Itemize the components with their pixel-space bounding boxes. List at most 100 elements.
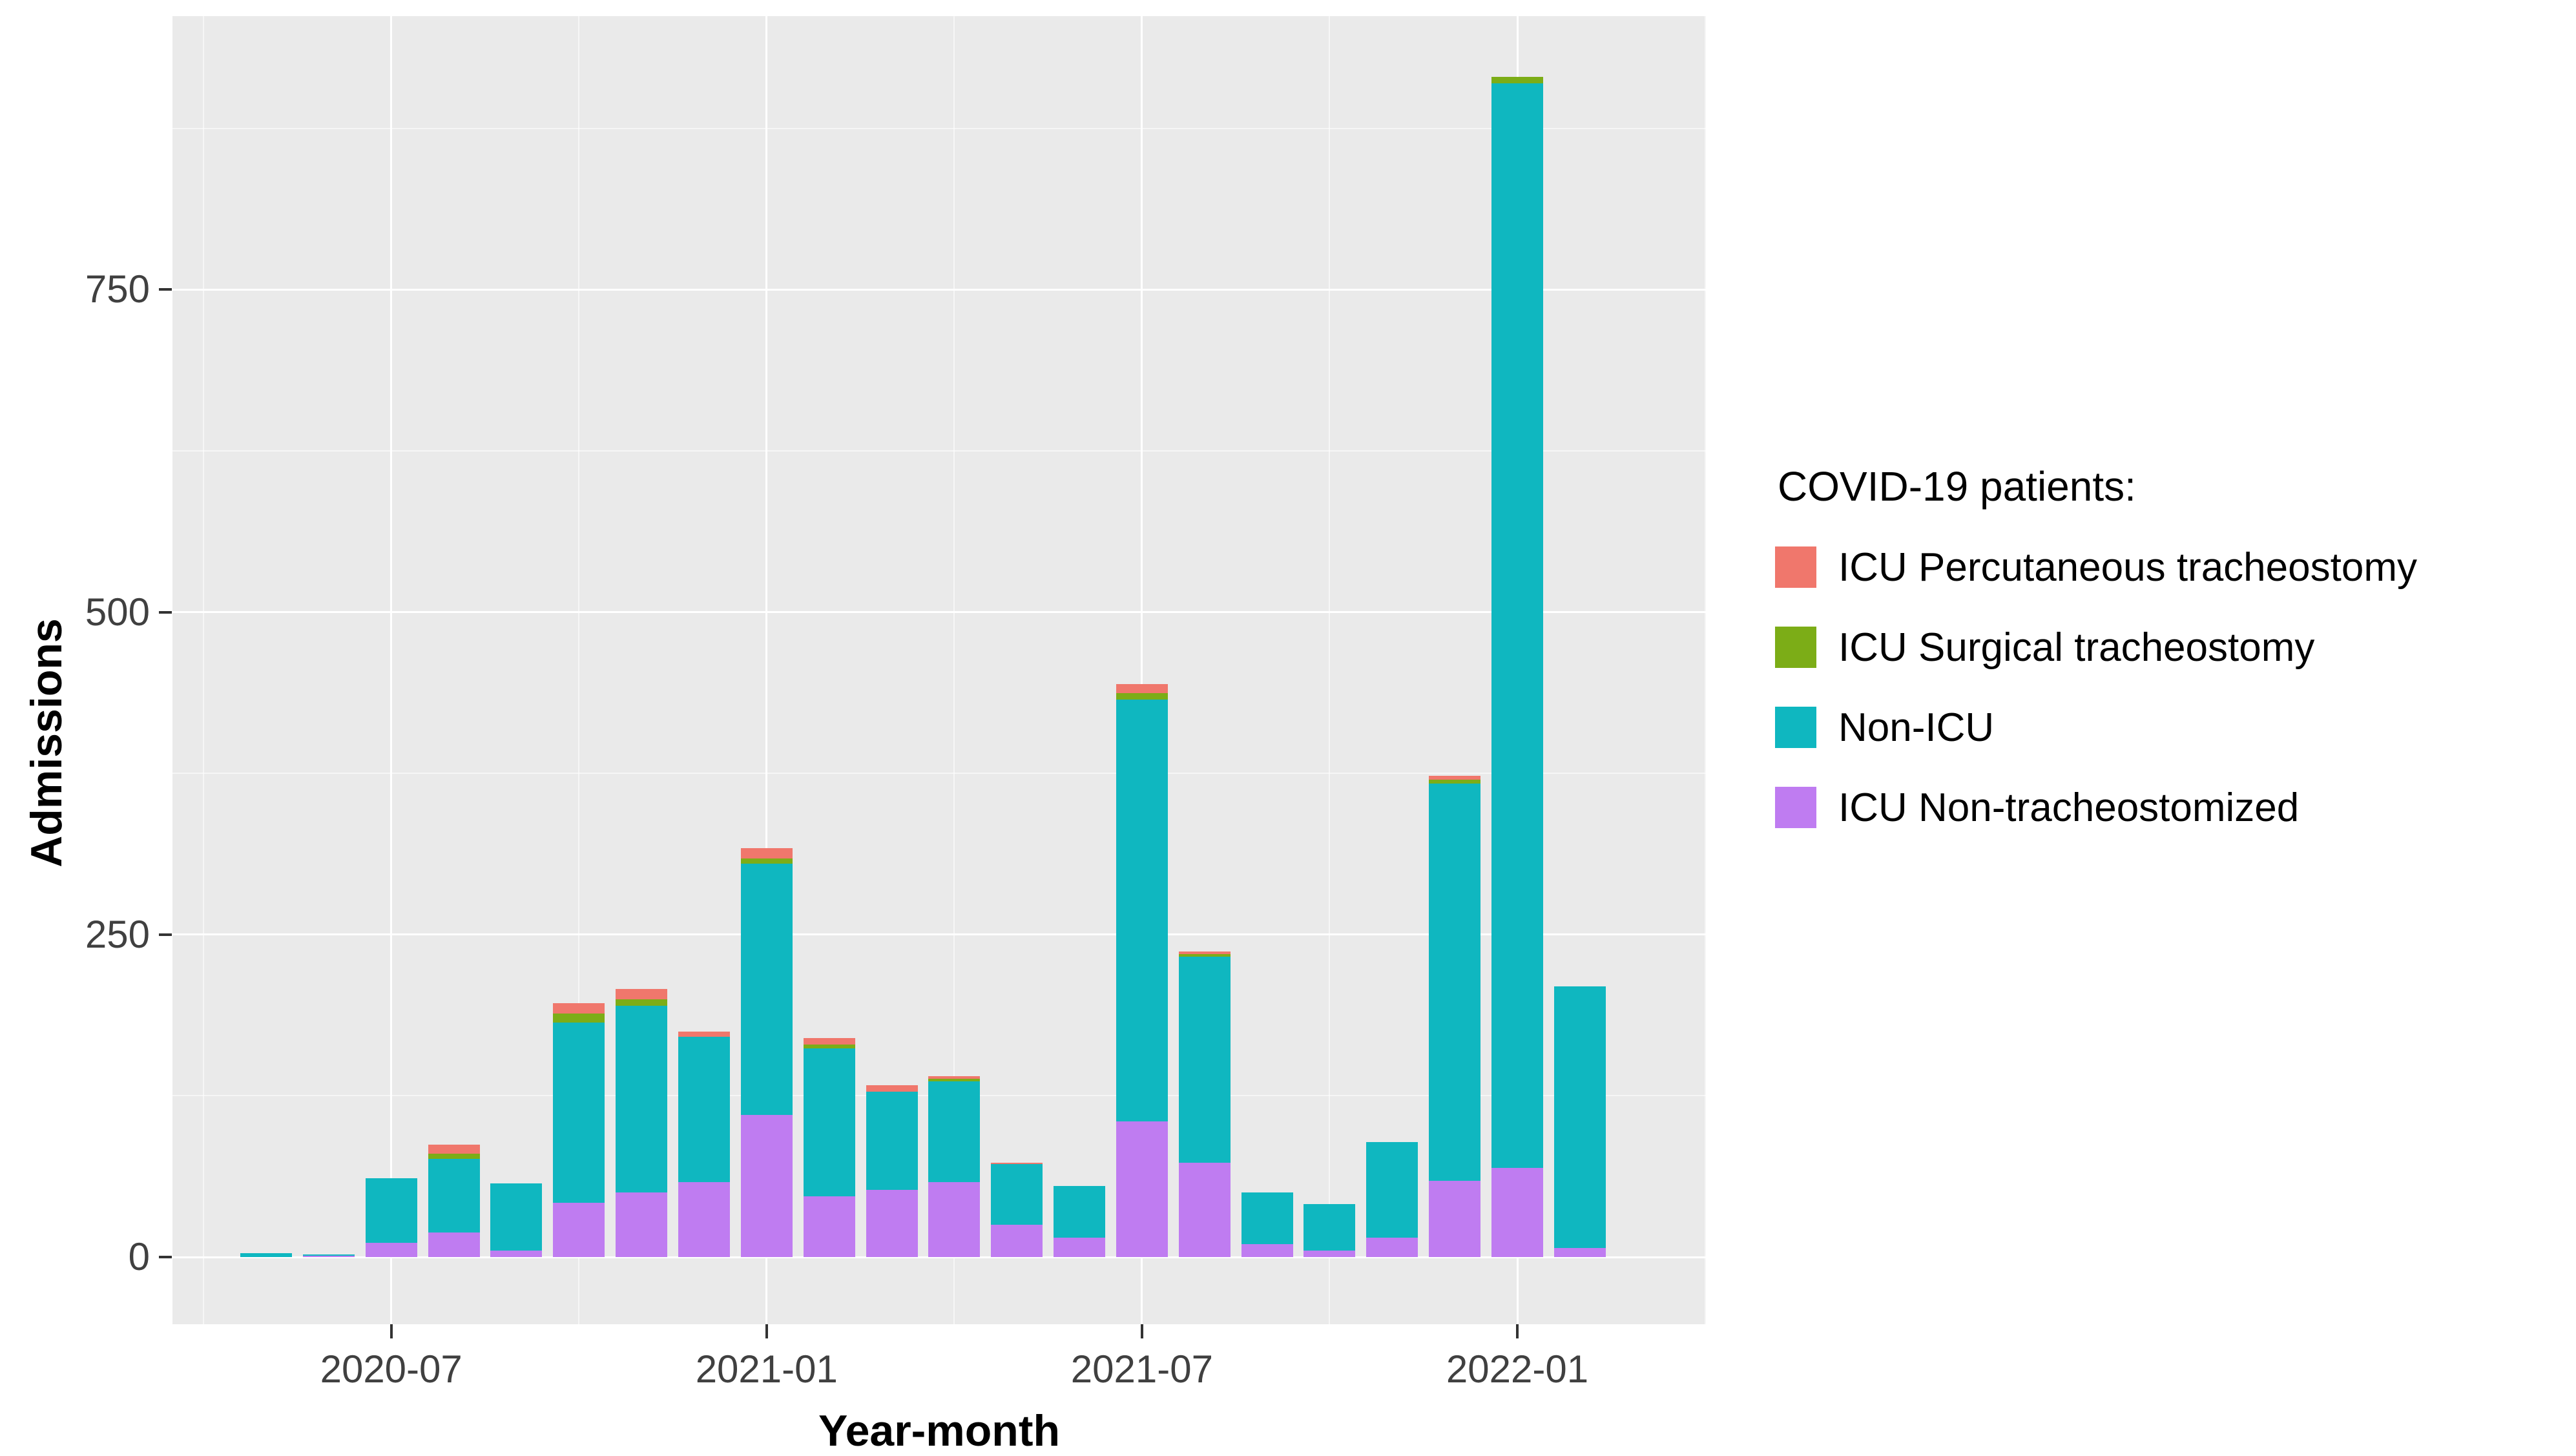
bar-segment-2020-09-non-icu bbox=[490, 1183, 543, 1251]
legend-swatch bbox=[1775, 707, 1816, 748]
bar-segment-2020-12-icu-percutaneous-tracheostomy bbox=[678, 1031, 730, 1037]
bar-segment-2021-06-icu-non-tracheostomized bbox=[1054, 1238, 1105, 1257]
bar-segment-2020-09-icu-non-tracheostomized bbox=[490, 1251, 543, 1257]
bar-segment-2020-06-icu-non-tracheostomized bbox=[302, 1256, 355, 1257]
gridline-major-y-250 bbox=[172, 933, 1706, 936]
bar-segment-2020-10-icu-non-tracheostomized bbox=[553, 1203, 605, 1257]
bar-segment-2021-07-icu-surgical-tracheostomy bbox=[1116, 693, 1168, 700]
gridline-minor-y-875 bbox=[172, 127, 1706, 129]
legend-label: ICU Percutaneous tracheostomy bbox=[1838, 545, 2417, 590]
bar-segment-2020-08-non-icu bbox=[428, 1159, 480, 1232]
gridline-major-y-500 bbox=[172, 611, 1706, 613]
legend-label: Non-ICU bbox=[1838, 705, 1995, 750]
bar-segment-2020-10-icu-percutaneous-tracheostomy bbox=[553, 1003, 605, 1014]
bar-segment-2021-05-icu-percutaneous-tracheostomy bbox=[991, 1163, 1043, 1165]
bar-segment-2021-01-icu-surgical-tracheostomy bbox=[740, 858, 793, 864]
legend-title: COVID-19 patients: bbox=[1778, 463, 2136, 510]
x-axis-title: Year-month bbox=[818, 1406, 1061, 1455]
bar-segment-2022-02-icu-non-tracheostomized bbox=[1553, 1248, 1606, 1257]
bar-segment-2021-08-non-icu bbox=[1178, 956, 1231, 1163]
y-tick-label-0: 0 bbox=[128, 1235, 150, 1278]
x-tick-label-2021-07: 2021-07 bbox=[1070, 1347, 1213, 1391]
y-tick-label-750: 750 bbox=[85, 267, 150, 311]
legend-swatch bbox=[1775, 787, 1816, 828]
bar-segment-2021-12-icu-non-tracheostomized bbox=[1429, 1181, 1481, 1257]
bar-segment-2021-11-icu-non-tracheostomized bbox=[1366, 1238, 1418, 1257]
bar-segment-2021-01-non-icu bbox=[740, 863, 793, 1116]
bar-segment-2020-05-non-icu bbox=[240, 1253, 292, 1257]
bar-segment-2021-05-non-icu bbox=[991, 1164, 1043, 1225]
bar-segment-2021-09-non-icu bbox=[1241, 1192, 1293, 1245]
bar-segment-2020-11-icu-surgical-tracheostomy bbox=[616, 999, 668, 1006]
bar-segment-2020-12-icu-non-tracheostomized bbox=[678, 1182, 730, 1257]
bar-segment-2020-11-non-icu bbox=[616, 1005, 668, 1193]
legend-item-icu-non-tracheostomized: ICU Non-tracheostomized bbox=[1775, 785, 2576, 830]
gridline-minor-x-17 bbox=[1329, 16, 1331, 1324]
bar-segment-2020-11-icu-non-tracheostomized bbox=[616, 1192, 668, 1258]
bar-segment-2021-03-icu-non-tracheostomized bbox=[866, 1190, 918, 1257]
bar-segment-2020-07-icu-non-tracheostomized bbox=[365, 1243, 417, 1257]
bar-segment-2021-12-icu-percutaneous-tracheostomy bbox=[1429, 776, 1481, 780]
bar-segment-2021-10-non-icu bbox=[1304, 1204, 1356, 1251]
legend-item-icu-surgical-tracheostomy: ICU Surgical tracheostomy bbox=[1775, 625, 2576, 670]
bar-segment-2021-02-non-icu bbox=[803, 1048, 855, 1197]
y-tick-750 bbox=[159, 288, 172, 291]
bar-segment-2021-04-icu-non-tracheostomized bbox=[928, 1182, 981, 1257]
gridline-major-x-2021-07 bbox=[1141, 16, 1143, 1324]
bar-segment-2021-09-icu-non-tracheostomized bbox=[1241, 1244, 1293, 1257]
x-tick-2022-01 bbox=[1516, 1324, 1519, 1338]
plot-panel bbox=[172, 16, 1706, 1324]
gridline-major-x-2020-07 bbox=[390, 16, 393, 1324]
bar-segment-2022-01-non-icu bbox=[1491, 83, 1543, 1169]
bar-segment-2020-08-icu-percutaneous-tracheostomy bbox=[428, 1145, 480, 1154]
bar-segment-2021-04-non-icu bbox=[928, 1081, 981, 1183]
bar-segment-2020-12-non-icu bbox=[678, 1036, 730, 1183]
legend-swatch bbox=[1775, 627, 1816, 668]
y-axis-title: Admissions bbox=[22, 618, 71, 868]
x-tick-label-2021-01: 2021-01 bbox=[695, 1347, 838, 1391]
y-tick-500 bbox=[159, 610, 172, 614]
gridline-major-x-2021-01 bbox=[765, 16, 768, 1324]
bar-segment-2021-01-icu-non-tracheostomized bbox=[740, 1115, 793, 1257]
bar-segment-2020-08-icu-non-tracheostomized bbox=[428, 1232, 480, 1257]
bar-segment-2021-06-non-icu bbox=[1054, 1186, 1105, 1238]
legend-item-icu-percutaneous-tracheostomy: ICU Percutaneous tracheostomy bbox=[1775, 545, 2576, 590]
bar-segment-2020-07-non-icu bbox=[365, 1178, 417, 1243]
legend-label: ICU Surgical tracheostomy bbox=[1838, 625, 2315, 670]
bar-segment-2021-12-non-icu bbox=[1429, 784, 1481, 1181]
bar-segment-2021-02-icu-percutaneous-tracheostomy bbox=[803, 1037, 855, 1045]
bar-segment-2021-02-icu-non-tracheostomized bbox=[803, 1196, 855, 1257]
gridline-minor-x-23 bbox=[1704, 16, 1706, 1324]
gridline-minor-x-5 bbox=[578, 16, 580, 1324]
bar-segment-2021-08-icu-non-tracheostomized bbox=[1178, 1163, 1231, 1257]
y-tick-label-250: 250 bbox=[85, 912, 150, 956]
y-tick-label-500: 500 bbox=[85, 590, 150, 634]
x-tick-2020-07 bbox=[390, 1324, 393, 1338]
bar-segment-2022-01-icu-surgical-tracheostomy bbox=[1491, 76, 1543, 83]
bar-segment-2020-06-non-icu bbox=[302, 1254, 355, 1256]
bar-segment-2022-02-non-icu bbox=[1553, 986, 1606, 1248]
bar-segment-2021-04-icu-surgical-tracheostomy bbox=[928, 1079, 981, 1082]
y-tick-250 bbox=[159, 933, 172, 936]
legend-rows: ICU Percutaneous tracheostomy ICU Surgica… bbox=[1775, 545, 2576, 830]
x-tick-label-2022-01: 2022-01 bbox=[1446, 1347, 1589, 1391]
bar-segment-2021-03-icu-percutaneous-tracheostomy bbox=[866, 1085, 918, 1092]
bar-segment-2021-08-icu-surgical-tracheostomy bbox=[1178, 953, 1231, 957]
gridline-minor-y-625 bbox=[172, 450, 1706, 452]
bar-segment-2021-11-non-icu bbox=[1366, 1142, 1418, 1238]
gridline-major-y-750 bbox=[172, 288, 1706, 291]
x-tick-2021-07 bbox=[1140, 1324, 1143, 1338]
bar-segment-2021-02-icu-surgical-tracheostomy bbox=[803, 1044, 855, 1048]
bar-segment-2022-01-icu-non-tracheostomized bbox=[1491, 1168, 1543, 1257]
bar-segment-2020-10-non-icu bbox=[553, 1022, 605, 1203]
gridline-minor-x-11 bbox=[953, 16, 955, 1324]
bar-segment-2021-07-icu-non-tracheostomized bbox=[1116, 1121, 1168, 1257]
x-tick-2021-01 bbox=[765, 1324, 768, 1338]
bar-segment-2021-12-icu-surgical-tracheostomy bbox=[1429, 780, 1481, 784]
legend-item-non-icu: Non-ICU bbox=[1775, 705, 2576, 750]
bar-segment-2020-11-icu-percutaneous-tracheostomy bbox=[616, 988, 668, 999]
gridline-major-y-0 bbox=[172, 1256, 1706, 1258]
bar-segment-2021-01-icu-percutaneous-tracheostomy bbox=[740, 848, 793, 858]
bar-segment-2021-08-icu-percutaneous-tracheostomy bbox=[1178, 951, 1231, 954]
